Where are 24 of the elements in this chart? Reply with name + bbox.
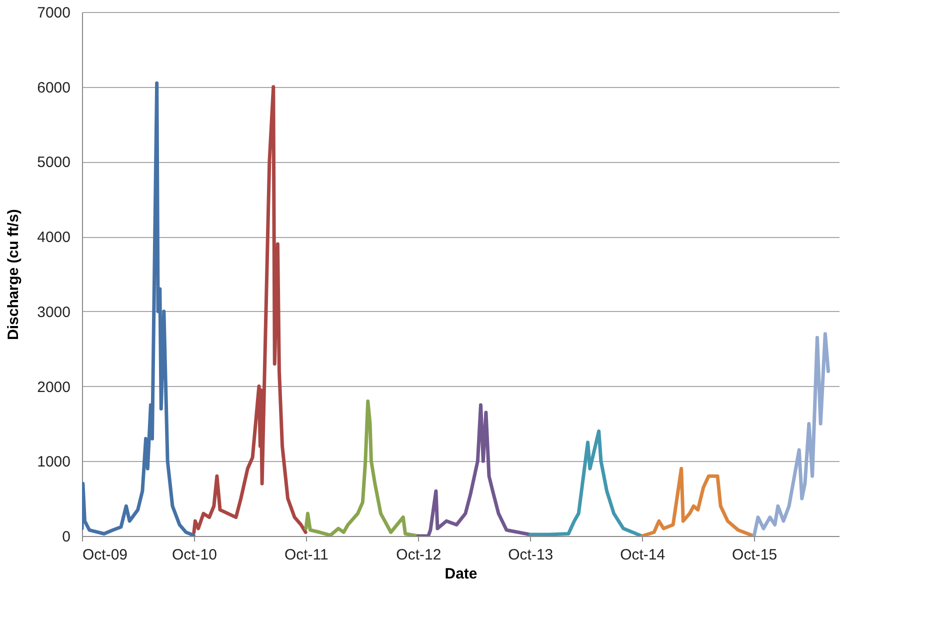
- y-tick-label: 2000: [37, 378, 70, 396]
- x-axis-title: Date: [444, 566, 478, 582]
- x-tick-label: Oct-14: [620, 546, 666, 564]
- x-tick-label: Oct-12: [396, 546, 442, 564]
- y-tick-label: 7000: [37, 4, 70, 22]
- y-tick-label: 4000: [37, 229, 70, 246]
- line-series: [82, 81, 196, 536]
- line-series: [640, 466, 756, 536]
- x-tick-label: Oct-15: [732, 546, 778, 564]
- line-series: [752, 332, 830, 536]
- y-tick-label: 5000: [37, 154, 70, 172]
- line-series: [304, 400, 420, 536]
- line-series: [416, 403, 532, 536]
- y-tick-label: 3000: [37, 304, 70, 321]
- x-tick-label: Oct-11: [284, 546, 328, 564]
- y-axis-title: Discharge (cu ft/s): [5, 209, 22, 340]
- y-tick-label: 6000: [37, 79, 70, 96]
- x-tick-label: Oct-10: [172, 546, 217, 564]
- line-series: [192, 85, 308, 534]
- y-tick-label: 1000: [37, 454, 70, 471]
- x-tick-label: Oct-13: [508, 546, 554, 564]
- x-tick-label: Oct-09: [82, 546, 128, 564]
- y-tick-label: 0: [62, 528, 70, 546]
- line-series: [528, 429, 644, 536]
